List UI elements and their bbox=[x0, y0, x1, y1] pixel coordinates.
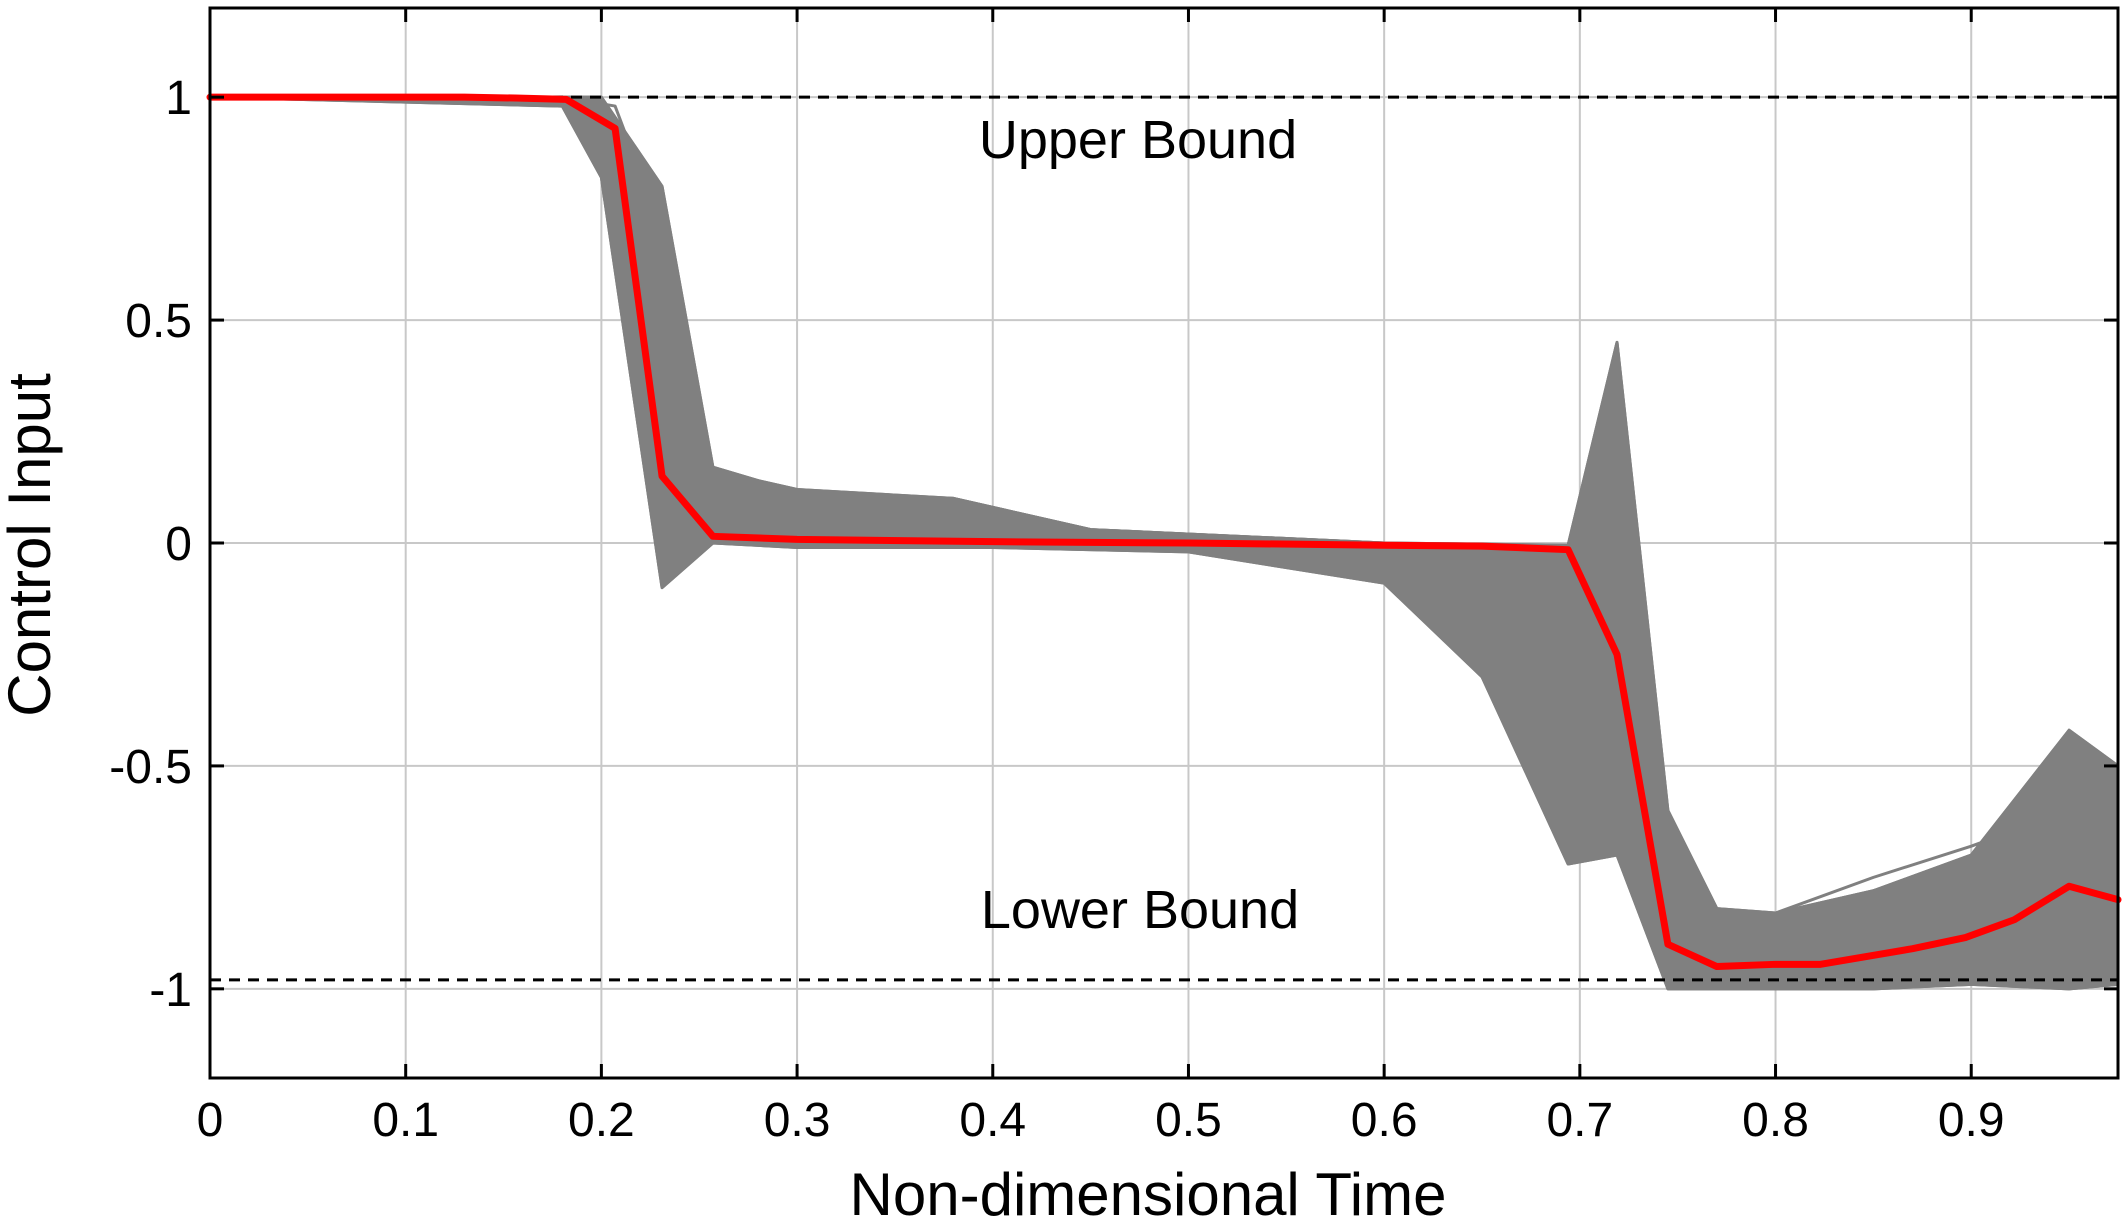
tick-labels: 0 0.1 0.2 0.3 0.4 0.5 0.6 0.7 0.8 0.9 1 0.5 0 -0.5 -1 bbox=[109, 72, 2004, 1147]
bound-lines bbox=[210, 95, 2118, 982]
x-tick-label: 0.5 bbox=[1155, 1094, 1222, 1147]
x-tick-label: 0.8 bbox=[1742, 1094, 1809, 1147]
x-axis-label: Non-dimensional Time bbox=[850, 1161, 1447, 1224]
ensemble-series-line bbox=[209, 95, 2119, 969]
y-tick-label: 1 bbox=[165, 72, 192, 125]
x-tick-label: 0 bbox=[197, 1094, 224, 1147]
axes bbox=[208, 6, 2120, 1080]
ensemble-series-line bbox=[209, 95, 2120, 955]
x-tick-label: 0.4 bbox=[959, 1094, 1026, 1147]
x-tick-label: 0.6 bbox=[1351, 1094, 1418, 1147]
ensemble-series-line bbox=[209, 95, 2119, 991]
y-axis-label: Control Input bbox=[0, 373, 63, 717]
nominal-line bbox=[206, 93, 2122, 971]
x-tick-label: 0.3 bbox=[764, 1094, 831, 1147]
ensemble-series-line bbox=[210, 95, 2120, 924]
nominal-series-line bbox=[206, 93, 2122, 971]
y-tick-label: 0.5 bbox=[125, 295, 192, 348]
bound-label-upper: Upper Bound bbox=[979, 110, 1297, 170]
ensemble-series-line bbox=[210, 95, 2119, 915]
y-tick-label: -1 bbox=[149, 964, 192, 1017]
x-tick-label: 0.1 bbox=[372, 1094, 439, 1147]
x-tick-label: 0.7 bbox=[1546, 1094, 1613, 1147]
x-tick-label: 0.9 bbox=[1938, 1094, 2005, 1147]
x-tick-label: 0.2 bbox=[568, 1094, 635, 1147]
y-tick-label: 0 bbox=[165, 518, 192, 571]
y-tick-label: -0.5 bbox=[109, 741, 192, 794]
bound-label-lower: Lower Bound bbox=[981, 880, 1299, 940]
